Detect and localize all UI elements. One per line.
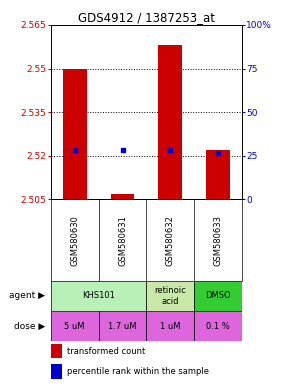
FancyBboxPatch shape	[51, 311, 99, 341]
FancyBboxPatch shape	[99, 311, 146, 341]
FancyBboxPatch shape	[194, 281, 242, 311]
Bar	[110, 194, 135, 199]
Bar	[51, 364, 62, 379]
FancyBboxPatch shape	[146, 281, 194, 311]
Text: 5 uM: 5 uM	[64, 322, 85, 331]
Text: retinoic
acid: retinoic acid	[155, 286, 186, 306]
Text: 0.1 %: 0.1 %	[206, 322, 230, 331]
Text: dose ▶: dose ▶	[14, 322, 45, 331]
Text: GSM580633: GSM580633	[214, 215, 223, 266]
Text: GSM580631: GSM580631	[118, 215, 127, 266]
Text: transformed count: transformed count	[67, 347, 145, 356]
Text: percentile rank within the sample: percentile rank within the sample	[67, 367, 209, 376]
Text: GSM580630: GSM580630	[70, 215, 79, 266]
Text: 1 uM: 1 uM	[160, 322, 181, 331]
Text: GSM580632: GSM580632	[166, 215, 175, 266]
FancyBboxPatch shape	[194, 311, 242, 341]
Bar	[158, 45, 182, 199]
Text: DMSO: DMSO	[205, 291, 231, 301]
Text: 1.7 uM: 1.7 uM	[108, 322, 137, 331]
FancyBboxPatch shape	[146, 311, 194, 341]
FancyBboxPatch shape	[51, 281, 146, 311]
Bar	[63, 69, 87, 199]
Text: KHS101: KHS101	[82, 291, 115, 301]
Text: agent ▶: agent ▶	[9, 291, 45, 301]
Bar	[206, 150, 230, 199]
Title: GDS4912 / 1387253_at: GDS4912 / 1387253_at	[78, 11, 215, 24]
Bar	[51, 344, 62, 359]
